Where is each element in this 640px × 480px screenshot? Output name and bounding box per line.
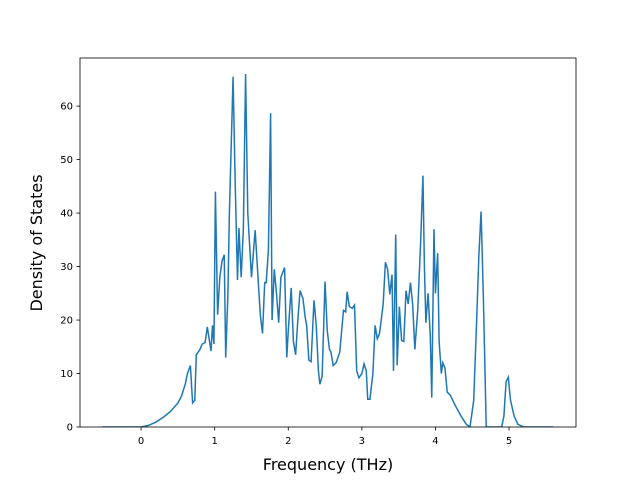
y-tick-label: 60: [60, 102, 73, 113]
dos-line: [102, 74, 554, 427]
x-tick-label: 3: [359, 436, 365, 447]
y-tick-label: 30: [60, 262, 73, 273]
x-axis-label: Frequency (THz): [263, 455, 393, 474]
y-tick-label: 40: [60, 209, 73, 220]
x-tick-label: 4: [432, 436, 438, 447]
y-tick-label: 20: [60, 316, 73, 327]
x-tick-label: 5: [506, 436, 512, 447]
y-axis-label: Density of States: [27, 174, 46, 311]
x-tick-label: 0: [138, 436, 144, 447]
x-tick-label: 1: [211, 436, 217, 447]
y-tick-label: 50: [60, 155, 73, 166]
y-tick-label: 10: [60, 369, 73, 380]
x-tick-label: 2: [285, 436, 291, 447]
y-tick-label: 0: [67, 423, 73, 434]
plot-frame: [79, 57, 577, 428]
